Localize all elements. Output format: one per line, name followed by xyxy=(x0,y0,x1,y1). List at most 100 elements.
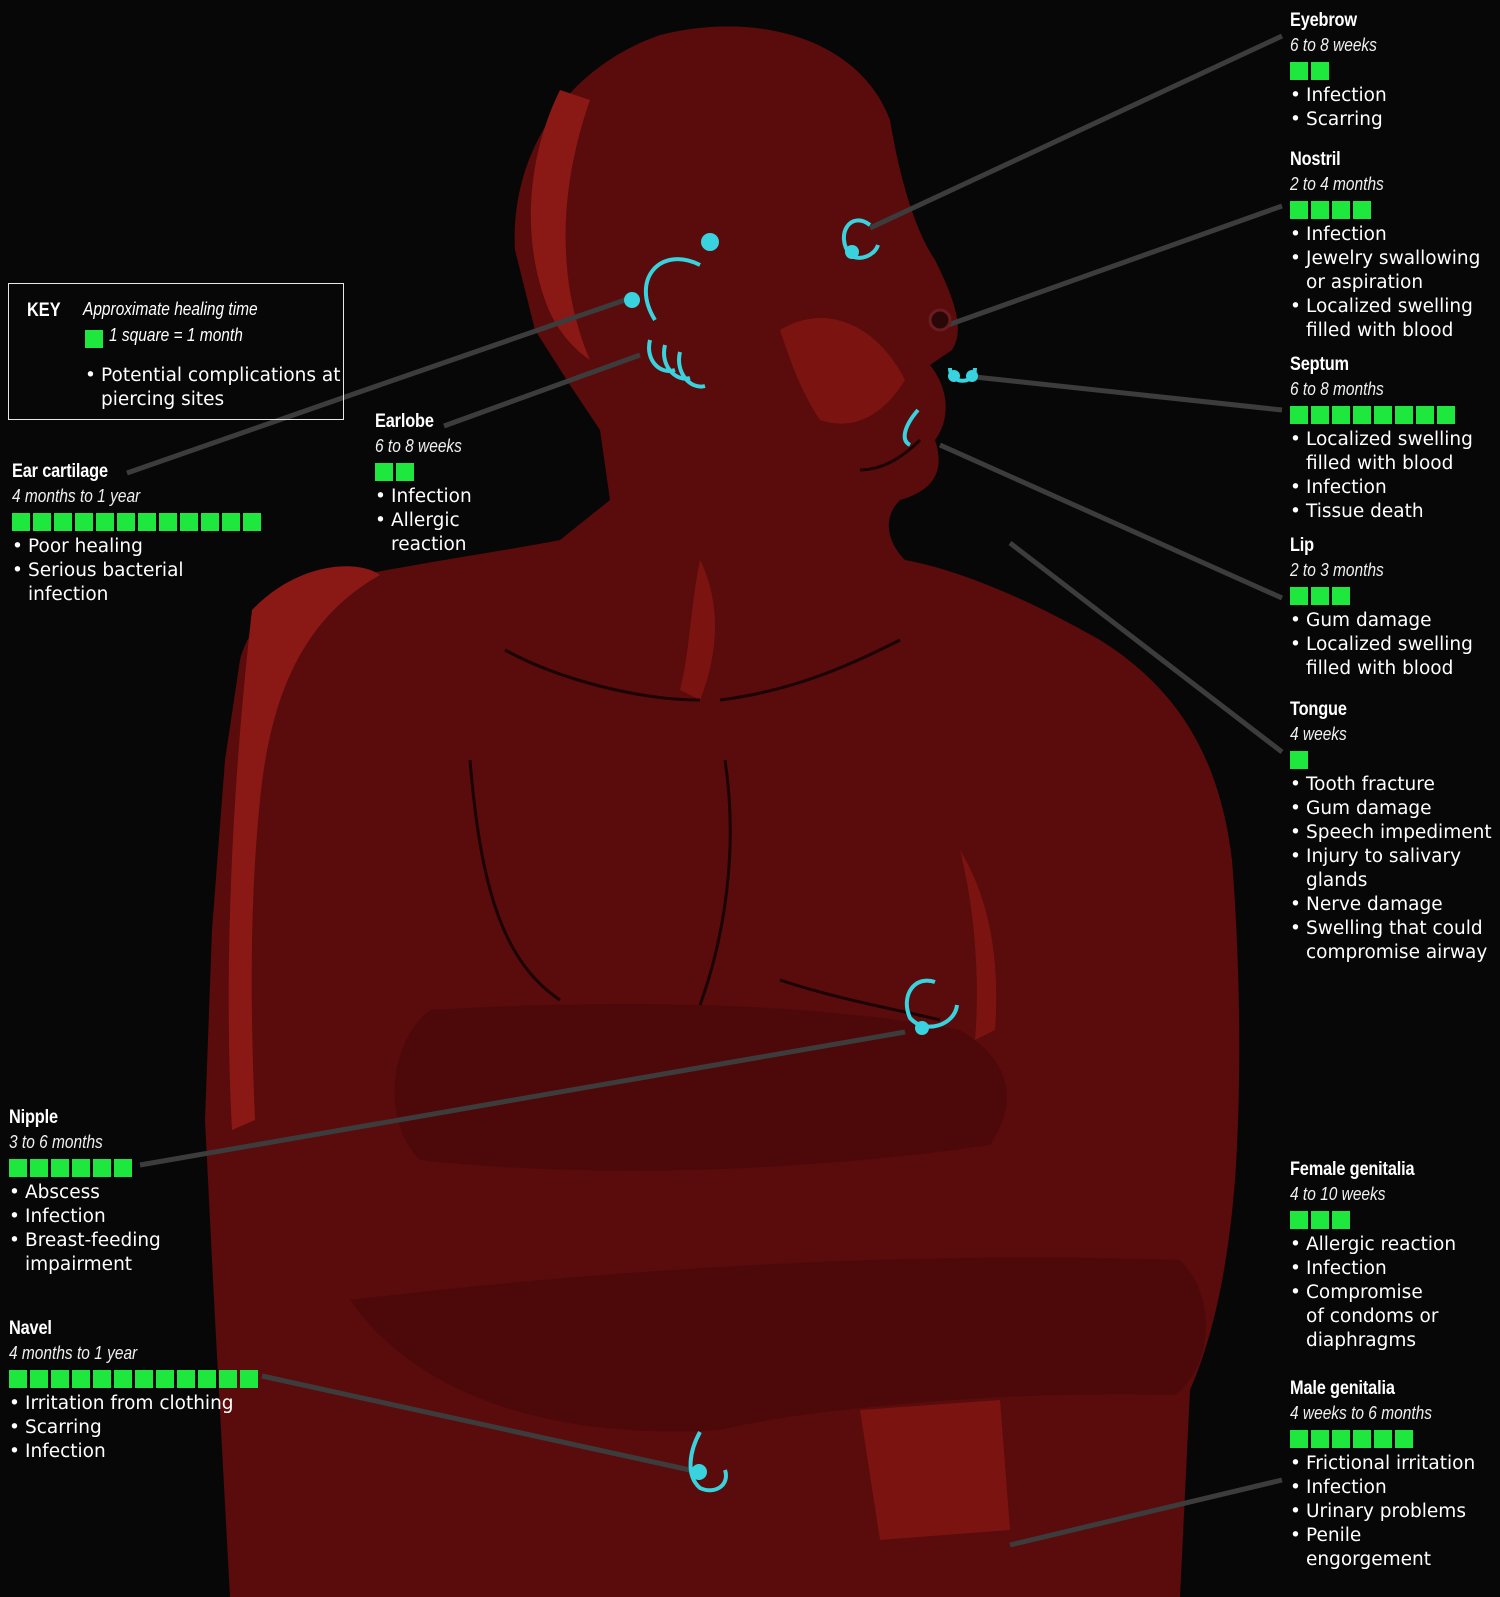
body-highlight xyxy=(780,318,905,424)
body-highlight xyxy=(228,566,380,1130)
month-square xyxy=(1332,201,1350,219)
complication-item: impairment xyxy=(25,1254,133,1275)
complication-item: Abscess xyxy=(9,1181,161,1205)
month-square xyxy=(1290,587,1308,605)
month-square xyxy=(1311,587,1329,605)
month-square xyxy=(156,1370,174,1388)
key-healing-time-label: Approximate healing time xyxy=(83,299,258,319)
healing-time-squares xyxy=(1290,587,1473,605)
complication-item: or aspiration xyxy=(1306,272,1424,293)
complication-item: Irritation from clothing xyxy=(9,1392,258,1416)
healing-time-squares xyxy=(12,513,261,531)
month-square xyxy=(54,513,72,531)
healing-time-squares xyxy=(1290,406,1473,424)
body-highlight xyxy=(680,560,715,700)
healing-time-squares xyxy=(1290,201,1480,219)
nipple-ring xyxy=(904,978,959,1029)
healing-time-squares xyxy=(9,1370,258,1388)
site-healing-duration: 6 to 8 months xyxy=(1290,379,1384,399)
key-square-swatch xyxy=(85,330,103,348)
complication-item: Scarring xyxy=(9,1416,258,1440)
month-square xyxy=(1290,1430,1308,1448)
lip-ring xyxy=(902,408,920,447)
body-silhouette xyxy=(205,26,1240,1597)
month-square xyxy=(9,1370,27,1388)
month-square xyxy=(72,1370,90,1388)
complication-item: Allergic reaction xyxy=(1290,1233,1456,1257)
site-healing-duration: 2 to 4 months xyxy=(1290,174,1384,194)
right-arm xyxy=(394,1004,1007,1171)
month-square xyxy=(201,513,219,531)
month-square xyxy=(1290,751,1308,769)
complication-item: Tooth fracture xyxy=(1290,773,1492,797)
complication-item: Gum damage xyxy=(1290,797,1492,821)
complication-item: Infection xyxy=(9,1440,258,1464)
healing-time-squares xyxy=(1290,1211,1456,1229)
site-lip: Lip 2 to 3 months Gum damageLocalized swel… xyxy=(1290,534,1473,681)
month-square xyxy=(30,1159,48,1177)
site-female-genitalia: Female genitalia 4 to 10 weeks Allergic re… xyxy=(1290,1158,1456,1353)
complication-item: Localized swelling xyxy=(1290,633,1473,657)
site-title: Nostril xyxy=(1290,149,1341,170)
month-square xyxy=(1332,406,1350,424)
complication-item: Swelling that could xyxy=(1290,917,1492,941)
complication-item: Infection xyxy=(1290,476,1473,500)
ear-cartilage-ring xyxy=(643,257,701,322)
month-square xyxy=(1311,201,1329,219)
complication-item: engorgement xyxy=(1306,1549,1431,1570)
site-title: Female genitalia xyxy=(1290,1159,1415,1180)
month-square xyxy=(135,1370,153,1388)
site-title: Ear cartilage xyxy=(12,461,108,482)
site-nipple: Nipple 3 to 6 months AbscessInfectionBreas… xyxy=(9,1106,161,1277)
healing-time-squares xyxy=(9,1159,161,1177)
complication-item: Penile xyxy=(1290,1524,1475,1548)
site-title: Lip xyxy=(1290,535,1314,556)
complication-item: filled with blood xyxy=(1306,320,1454,341)
complication-item: Urinary problems xyxy=(1290,1500,1475,1524)
site-healing-duration: 4 months to 1 year xyxy=(9,1343,138,1363)
month-square xyxy=(180,513,198,531)
site-healing-duration: 3 to 6 months xyxy=(9,1132,103,1152)
site-healing-duration: 4 weeks xyxy=(1290,724,1347,744)
month-square xyxy=(1374,1430,1392,1448)
site-healing-duration: 6 to 8 weeks xyxy=(375,436,462,456)
complication-item: infection xyxy=(28,584,109,605)
key-complications: Potential complications at piercing site… xyxy=(85,364,341,412)
month-square xyxy=(72,1159,90,1177)
body-highlight xyxy=(860,1400,1010,1540)
complication-item: Frictional irritation xyxy=(1290,1452,1475,1476)
month-square xyxy=(96,513,114,531)
complication-item: glands xyxy=(1306,870,1368,891)
complication-item: Localized swelling xyxy=(1290,428,1473,452)
complication-item: Injury to salivary xyxy=(1290,845,1492,869)
month-square xyxy=(1437,406,1455,424)
month-square xyxy=(219,1370,237,1388)
month-square xyxy=(1311,1430,1329,1448)
site-title: Septum xyxy=(1290,354,1349,375)
healing-time-squares xyxy=(1290,751,1492,769)
site-navel: Navel 4 months to 1 year Irritation from c… xyxy=(9,1317,258,1464)
month-square xyxy=(93,1370,111,1388)
month-square xyxy=(1332,587,1350,605)
month-square xyxy=(1332,1430,1350,1448)
site-earlobe: Earlobe 6 to 8 weeks InfectionAllergicreac… xyxy=(375,410,476,557)
month-square xyxy=(12,513,30,531)
month-square xyxy=(114,1370,132,1388)
complication-item: Tissue death xyxy=(1290,500,1473,524)
site-healing-duration: 4 to 10 weeks xyxy=(1290,1184,1386,1204)
month-square xyxy=(1374,406,1392,424)
month-square xyxy=(1332,1211,1350,1229)
month-square xyxy=(243,513,261,531)
key-label: KEY xyxy=(27,300,61,321)
healing-time-squares xyxy=(1290,1430,1475,1448)
complication-item: of condoms or xyxy=(1306,1306,1439,1327)
complication-item: compromise airway xyxy=(1306,942,1488,963)
complication-list: InfectionScarring xyxy=(1290,84,1391,132)
navel-ring xyxy=(688,1431,728,1493)
site-nostril: Nostril 2 to 4 months InfectionJewelry swa… xyxy=(1290,148,1480,343)
month-square xyxy=(198,1370,216,1388)
month-square xyxy=(1395,406,1413,424)
site-male-genitalia: Male genitalia 4 weeks to 6 months Frictio… xyxy=(1290,1377,1475,1572)
